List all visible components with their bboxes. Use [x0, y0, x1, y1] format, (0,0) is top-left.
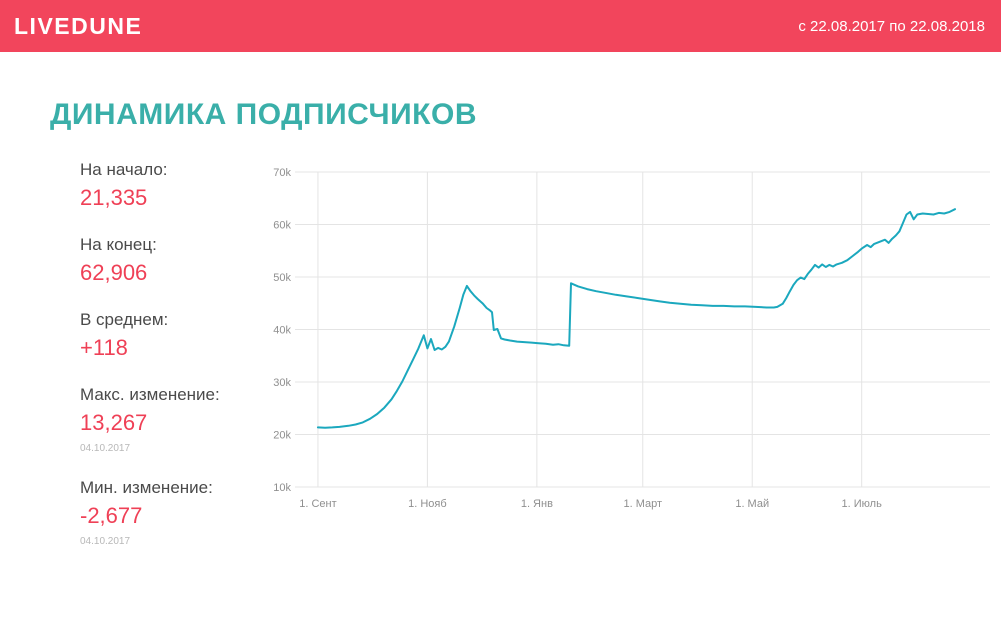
stat-max-change-value: 13,267 — [80, 410, 148, 435]
x-axis-label: 1. Март — [623, 498, 662, 510]
series-line — [316, 208, 956, 429]
stat-end-label: На конец: — [80, 235, 157, 254]
main-content: ДИНАМИКА ПОДПИСЧИКОВ На начало: 21,335 Н… — [0, 98, 1001, 571]
date-range-selector[interactable]: с 22.08.2017 по 22.08.2018 — [798, 17, 985, 35]
x-axis-label: 1. Сент — [299, 498, 336, 510]
stat-start: На начало: 21,335 — [80, 160, 265, 211]
stat-max-change-label: Макс. изменение: — [80, 385, 220, 404]
y-axis-label: 70k — [273, 167, 291, 179]
stat-average-label: В среднем: — [80, 310, 169, 329]
logo[interactable]: LIVEDUNE — [14, 12, 143, 39]
y-axis-label: 40k — [273, 325, 291, 337]
stat-end: На конец: 62,906 — [80, 235, 265, 286]
stat-min-change-date: 04.10.2017 — [80, 536, 131, 547]
x-axis-label: 1. Нояб — [408, 498, 447, 510]
x-axis-label: 1. Янв — [521, 498, 553, 510]
stat-average-value: +118 — [80, 335, 128, 360]
page-title: ДИНАМИКА ПОДПИСЧИКОВ — [50, 98, 477, 131]
subscribers-chart-svg: 10k 20k 30k 40k 50k 60k 70k 1. Сент 1. Нояб 1. Ян… — [273, 167, 990, 510]
y-axis-label: 20k — [273, 430, 291, 442]
y-axis-label: 60k — [273, 220, 291, 232]
stat-max-change: Макс. изменение: 13,267 04.10.2017 — [80, 385, 265, 454]
stat-min-change-value: -2,677 — [80, 503, 143, 528]
stat-min-change: Мин. изменение: -2,677 04.10.2017 — [80, 478, 265, 547]
subscribers-chart: 10k 20k 30k 40k 50k 60k 70k 1. Сент 1. Нояб 1. Ян… — [265, 160, 995, 520]
stat-start-value: 21,335 — [80, 185, 148, 210]
stat-min-change-label: Мин. изменение: — [80, 478, 213, 497]
y-axis-label: 10k — [273, 482, 291, 494]
x-axis-label: 1. Май — [735, 498, 769, 510]
app-header: LIVEDUNE с 22.08.2017 по 22.08.2018 — [0, 0, 1001, 52]
stat-max-change-date: 04.10.2017 — [80, 443, 131, 454]
stat-average: В среднем: +118 — [80, 310, 265, 361]
stats-panel: На начало: 21,335 На конец: 62,906 В сре… — [80, 160, 265, 571]
y-axis-label: 50k — [273, 272, 291, 284]
stat-end-value: 62,906 — [80, 260, 148, 285]
content-row: На начало: 21,335 На конец: 62,906 В сре… — [0, 160, 1001, 571]
app-root: LIVEDUNE с 22.08.2017 по 22.08.2018 ДИНА… — [0, 0, 1001, 571]
stat-start-label: На начало: — [80, 160, 168, 179]
y-axis-label: 30k — [273, 377, 291, 389]
x-axis-label: 1. Июль — [842, 498, 883, 510]
